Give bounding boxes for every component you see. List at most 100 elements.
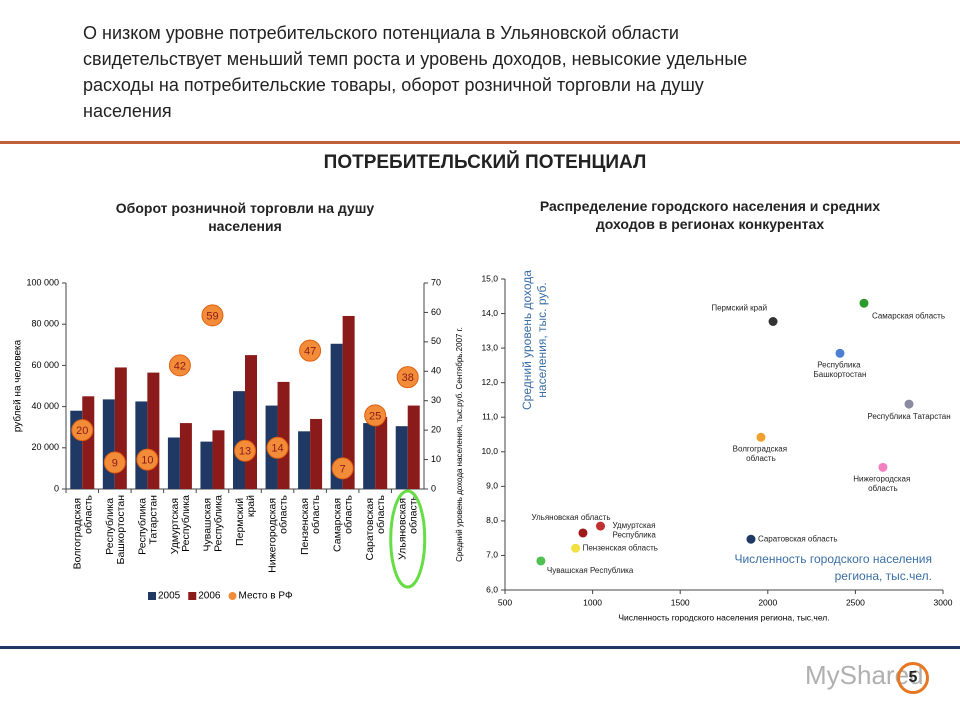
bar <box>200 441 213 489</box>
header: О низком уровне потребительского потенци… <box>83 20 747 124</box>
rank-marker <box>201 304 224 327</box>
bar <box>395 426 408 489</box>
rank-marker <box>396 366 419 389</box>
rank-label: 10 <box>141 454 153 466</box>
point <box>746 534 756 544</box>
bar <box>330 343 343 489</box>
rank-marker <box>71 419 94 442</box>
y-axis-label: Средний уровень дохода населения, тыс.ру… <box>455 327 464 562</box>
x-tick-label: Пензенская область <box>299 494 322 555</box>
y-tick-label: 80 000 <box>31 319 59 329</box>
y-tick-label: 20 000 <box>31 442 59 452</box>
point-label: Пензенская область <box>583 543 658 552</box>
y-tick-label: 9,0 <box>486 481 498 491</box>
point-label: Пермский край <box>711 304 767 313</box>
point <box>571 543 581 553</box>
rank-marker <box>136 448 159 471</box>
point-label: Волгоградская область <box>733 444 790 463</box>
bar <box>375 416 388 489</box>
point-label: Чувашская Республика <box>547 566 634 575</box>
rank-label: 14 <box>271 443 283 455</box>
point <box>536 556 546 566</box>
y-tick-label: 0 <box>54 483 59 493</box>
header-line: О низком уровне потребительского потенци… <box>83 23 679 43</box>
x-tick-label: 2500 <box>846 597 865 607</box>
y2-tick-label: 30 <box>431 395 441 405</box>
y-axis-label: рублей на человека <box>12 339 24 432</box>
y2-tick-label: 20 <box>431 425 441 435</box>
bar <box>167 437 180 489</box>
point <box>756 432 766 442</box>
y2-tick-label: 50 <box>431 336 441 346</box>
legend-label: 2005 <box>158 591 181 602</box>
rank-label: 13 <box>239 446 251 458</box>
section-title: ПОТРЕБИТЕЛЬСКИЙ ПОТЕНЦИАЛ <box>323 152 647 173</box>
y-tick-label: 11,0 <box>482 411 498 421</box>
y-tick-label: 8,0 <box>486 515 498 525</box>
rank-label: 20 <box>76 425 88 437</box>
y-tick-label: 15,0 <box>481 273 498 283</box>
point <box>904 399 914 409</box>
x-tick-label: Республика Башкортостан <box>104 495 127 565</box>
bar <box>298 431 311 489</box>
point-label: Саратовская область <box>758 534 838 543</box>
point-label: Нижегородская область <box>853 474 912 493</box>
point-label: Республика Башкортостан <box>814 360 867 379</box>
legend-label: Место в РФ <box>239 591 293 602</box>
rank-label: 7 <box>340 463 346 475</box>
rank-marker <box>103 451 126 474</box>
point <box>578 528 588 538</box>
x-tick-label: Волгоградская область <box>71 494 94 569</box>
bar <box>342 315 355 489</box>
y-tick-label: 14,0 <box>481 308 498 318</box>
y2-tick-label: 70 <box>431 277 441 287</box>
bar <box>102 399 115 489</box>
rank-label: 42 <box>174 360 186 372</box>
x-tick-label: Чувашская Республика <box>201 495 224 552</box>
x-tick-label: 1000 <box>583 597 602 607</box>
page-number: 5 <box>897 662 929 694</box>
x-tick-label: 2000 <box>758 597 777 607</box>
bar <box>277 381 290 489</box>
x-tick-label: Удмуртская Республика <box>169 495 192 554</box>
rank-marker <box>168 354 191 377</box>
y-tick-label: 6,0 <box>486 584 498 594</box>
bar <box>212 430 225 489</box>
y2-tick-label: 40 <box>431 366 441 376</box>
legend-label: 2006 <box>198 591 221 602</box>
x-tick-label: Республика Татарстан <box>136 495 159 555</box>
rank-label: 25 <box>369 410 381 422</box>
y-tick-label: 10,0 <box>481 446 498 456</box>
bar <box>147 372 160 489</box>
bar <box>82 396 95 489</box>
y2-tick-label: 10 <box>431 454 441 464</box>
x-tick-label: 3000 <box>934 597 953 607</box>
point <box>768 317 778 327</box>
rank-marker <box>266 436 289 459</box>
y-tick-label: 13,0 <box>481 342 498 352</box>
bar <box>310 418 323 489</box>
y-tick-label: 12,0 <box>481 377 498 387</box>
bar <box>407 405 420 489</box>
legend-swatch <box>148 592 156 600</box>
x-axis-label: Численность городского населения региона… <box>618 612 829 622</box>
y-tick-label: 100 000 <box>26 277 59 287</box>
point <box>835 348 845 358</box>
rank-marker <box>331 457 354 480</box>
bar <box>179 423 192 489</box>
bar <box>233 391 245 489</box>
x-tick-label: 1500 <box>671 597 690 607</box>
y-tick-label: 7,0 <box>486 550 498 560</box>
point-label: Республика Татарстан <box>867 412 950 421</box>
y2-tick-label: 0 <box>431 483 436 493</box>
legend-swatch <box>188 592 197 600</box>
header-line: свидетельствует меньший темп роста и уро… <box>83 49 748 69</box>
x-tick-label: Самарская область <box>331 494 354 551</box>
chart-title: Оборот розничной торговли на душу населе… <box>115 200 375 234</box>
rank-label: 38 <box>402 372 414 384</box>
rank-label: 47 <box>304 346 316 358</box>
point-label: Удмуртская Республика <box>612 521 657 540</box>
point <box>878 462 888 472</box>
header-line: населения <box>83 101 172 121</box>
